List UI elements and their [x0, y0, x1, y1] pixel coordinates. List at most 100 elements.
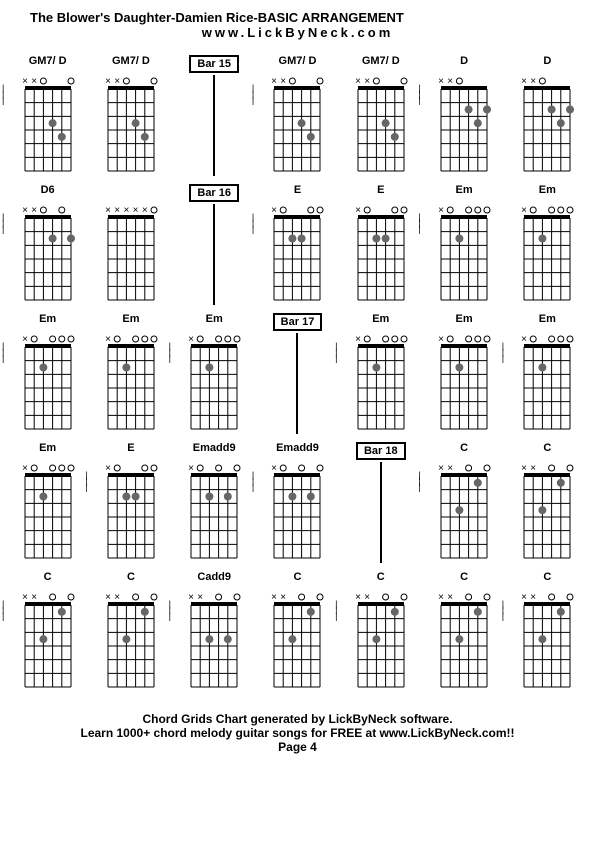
- svg-text:×: ×: [355, 334, 361, 345]
- chord-label: GM7/ D: [112, 55, 150, 69]
- svg-text:×: ×: [188, 463, 194, 474]
- svg-text:×: ×: [22, 592, 28, 603]
- svg-text:×: ×: [105, 76, 111, 87]
- beat-marks: |||: [2, 343, 4, 361]
- chord-diagram: Em ×: [10, 442, 85, 563]
- svg-text:×: ×: [364, 76, 370, 87]
- chord-label: E: [377, 184, 384, 198]
- svg-text:×: ×: [355, 205, 361, 216]
- svg-text:×: ×: [31, 205, 37, 216]
- svg-text:×: ×: [531, 76, 537, 87]
- svg-text:×: ×: [521, 205, 527, 216]
- svg-text:×: ×: [521, 76, 527, 87]
- chord-label: C: [543, 571, 551, 585]
- svg-text:×: ×: [447, 76, 453, 87]
- beat-marks: |||: [335, 601, 337, 619]
- chord-label: Em: [539, 184, 556, 198]
- svg-text:×: ×: [114, 205, 120, 216]
- beat-marks: |||: [2, 214, 4, 232]
- chord-diagram: E×: [343, 184, 418, 305]
- chord-diagram: GM7/ D|||××: [260, 55, 335, 176]
- chord-diagram: Em ×: [510, 184, 585, 305]
- chord-label: Em: [539, 313, 556, 327]
- page-url: www.LickByNeck.com: [10, 25, 585, 40]
- svg-text:×: ×: [22, 463, 28, 474]
- svg-text:×: ×: [133, 205, 139, 216]
- chord-diagram: Em×: [93, 313, 168, 434]
- bar-label: Bar 16: [189, 184, 239, 202]
- beat-marks: |||: [252, 85, 254, 103]
- chord-diagram: C|||××: [10, 571, 85, 692]
- chord-label: D: [460, 55, 468, 69]
- chord-diagram: Em|||×: [343, 313, 418, 434]
- beat-marks: |||: [335, 343, 337, 361]
- chord-diagram: C|||××: [510, 571, 585, 692]
- svg-text:×: ×: [114, 76, 120, 87]
- bar-label: Bar 15: [189, 55, 239, 73]
- beat-marks: |||: [2, 85, 4, 103]
- beat-marks: |||: [169, 343, 171, 361]
- beat-marks: |||: [418, 472, 420, 490]
- chord-label: D6: [41, 184, 55, 198]
- bar-line: [213, 75, 215, 176]
- page-title: The Blower's Daughter-Damien Rice-BASIC …: [30, 10, 585, 25]
- beat-marks: |||: [502, 343, 504, 361]
- chord-label: GM7/ D: [279, 55, 317, 69]
- bar-label: Bar 18: [356, 442, 406, 460]
- svg-text:×: ×: [447, 463, 453, 474]
- chord-diagram: Emadd9|||×: [260, 442, 335, 563]
- svg-text:×: ×: [197, 592, 203, 603]
- svg-text:×: ×: [272, 463, 278, 474]
- svg-text:×: ×: [31, 592, 37, 603]
- footer: Chord Grids Chart generated by LickByNec…: [10, 712, 585, 754]
- chord-diagram: C××: [510, 442, 585, 563]
- chord-diagram: D6|||××: [10, 184, 85, 305]
- svg-text:×: ×: [438, 592, 444, 603]
- chord-label: Em: [456, 184, 473, 198]
- chord-label: Em: [39, 313, 56, 327]
- chord-label: C: [377, 571, 385, 585]
- svg-text:×: ×: [355, 592, 361, 603]
- beat-marks: |||: [252, 214, 254, 232]
- chord-diagram: Emadd9×: [177, 442, 252, 563]
- chord-label: C: [127, 571, 135, 585]
- footer-line2: Learn 1000+ chord melody guitar songs fo…: [10, 726, 585, 740]
- chord-grid: GM7/ D|||××GM7/ D××Bar 15GM7/ D|||××GM7/…: [10, 55, 585, 692]
- chord-label: C: [460, 571, 468, 585]
- svg-text:×: ×: [281, 76, 287, 87]
- svg-text:×: ×: [22, 205, 28, 216]
- chord-label: Em: [206, 313, 223, 327]
- svg-text:×: ×: [281, 592, 287, 603]
- chord-diagram: GM7/ D××: [343, 55, 418, 176]
- chord-label: Em: [456, 313, 473, 327]
- svg-text:×: ×: [22, 334, 28, 345]
- chord-diagram: Em×: [426, 313, 501, 434]
- beat-marks: |||: [85, 472, 87, 490]
- chord-label: Em: [372, 313, 389, 327]
- chord-diagram: Cadd9|||××: [177, 571, 252, 692]
- beat-marks: |||: [169, 601, 171, 619]
- svg-text:×: ×: [22, 76, 28, 87]
- chord-diagram: Em|||×: [177, 313, 252, 434]
- svg-text:×: ×: [521, 463, 527, 474]
- bar-marker: Bar 16: [177, 184, 252, 305]
- svg-text:×: ×: [521, 334, 527, 345]
- chord-label: GM7/ D: [29, 55, 67, 69]
- bar-marker: Bar 15: [177, 55, 252, 176]
- chord-label: Em: [39, 442, 56, 456]
- footer-line1: Chord Grids Chart generated by LickByNec…: [10, 712, 585, 726]
- svg-text:×: ×: [521, 592, 527, 603]
- chord-diagram: D|||××: [426, 55, 501, 176]
- svg-text:×: ×: [105, 205, 111, 216]
- svg-text:×: ×: [438, 463, 444, 474]
- chord-label: E: [294, 184, 301, 198]
- svg-text:×: ×: [31, 76, 37, 87]
- chord-label: Em: [122, 313, 139, 327]
- svg-text:×: ×: [272, 76, 278, 87]
- beat-marks: |||: [418, 85, 420, 103]
- svg-text:×: ×: [355, 76, 361, 87]
- chord-label: C: [44, 571, 52, 585]
- chord-diagram: Em|||×: [510, 313, 585, 434]
- svg-text:×: ×: [531, 592, 537, 603]
- beat-marks: |||: [418, 214, 420, 232]
